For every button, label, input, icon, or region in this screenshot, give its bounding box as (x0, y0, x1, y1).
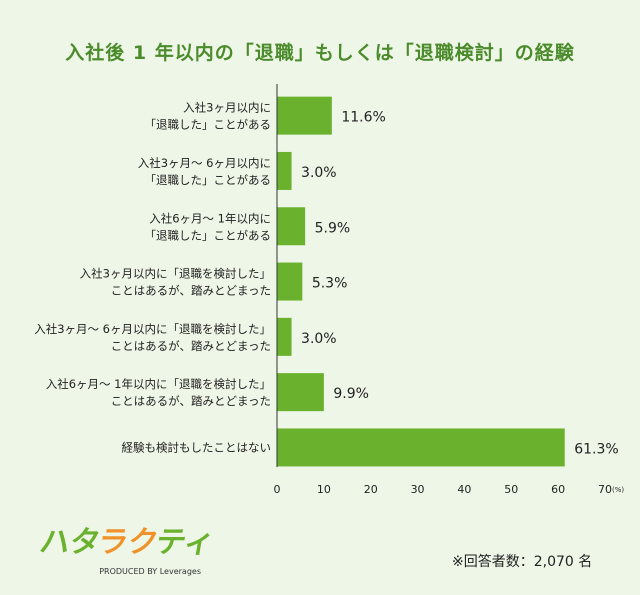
x-tick-label: 30 (411, 483, 425, 496)
category-label: 入社3ヶ月～ 6ヶ月以内に「退職を検討した」 (34, 322, 271, 336)
x-tick-label: 50 (504, 483, 518, 496)
data-label: 61.3% (574, 441, 618, 457)
x-tick-label: 40 (457, 483, 471, 496)
x-tick-label: 60 (551, 483, 565, 496)
hataractive-logo: ハタ ラク ティブ PRODUCED BY Leverages (36, 520, 247, 584)
data-label: 3.0% (301, 331, 337, 347)
bar (277, 207, 306, 246)
x-tick-label: 20 (364, 483, 378, 496)
x-tick-label: 70 (598, 483, 612, 496)
x-tick-label: 0 (274, 483, 281, 496)
svg-text:PRODUCED BY Leverages: PRODUCED BY Leverages (99, 567, 201, 576)
bar (277, 428, 565, 467)
chart-title: 入社後 1 年以内の「退職」もしくは「退職検討」の経験 (65, 42, 575, 64)
svg-text:ハタ: ハタ (37, 525, 103, 560)
bar (277, 317, 292, 356)
data-label: 9.9% (333, 386, 369, 402)
category-label: 「退職した」ことがある (145, 173, 272, 187)
category-label: 入社6ヶ月～ 1年以内に「退職を検討した」 (46, 377, 271, 391)
category-label: ことはあるが、踏みとどまった (111, 394, 271, 408)
category-label: 経験も検討もしたことはない (122, 440, 272, 454)
data-label: 3.0% (301, 165, 337, 181)
svg-text:ラク: ラク (95, 525, 161, 560)
category-label: 入社3ヶ月以内に (183, 101, 271, 115)
x-tick-label: 10 (317, 483, 331, 496)
bar (277, 373, 324, 412)
category-label: 「退職した」ことがある (145, 228, 272, 242)
data-label: 5.9% (315, 220, 351, 236)
bar (277, 96, 332, 135)
bar (277, 262, 303, 301)
data-label: 11.6% (341, 110, 385, 126)
category-label: 入社3ヶ月以内に「退職を検討した」 (80, 267, 271, 281)
x-unit-label: (%) (612, 486, 624, 494)
respondent-count-note: ※回答者数：2,070 名 (452, 554, 593, 570)
svg-text:ティブ: ティブ (153, 524, 216, 560)
category-label: 「退職した」ことがある (145, 118, 272, 132)
category-label: 入社3ヶ月～ 6ヶ月以内に (138, 156, 271, 170)
category-label: 入社6ヶ月～ 1年以内に (149, 211, 271, 225)
data-label: 5.3% (312, 276, 348, 292)
category-label: ことはあるが、踏みとどまった (111, 339, 271, 353)
category-label: ことはあるが、踏みとどまった (111, 284, 271, 298)
bar (277, 151, 292, 190)
